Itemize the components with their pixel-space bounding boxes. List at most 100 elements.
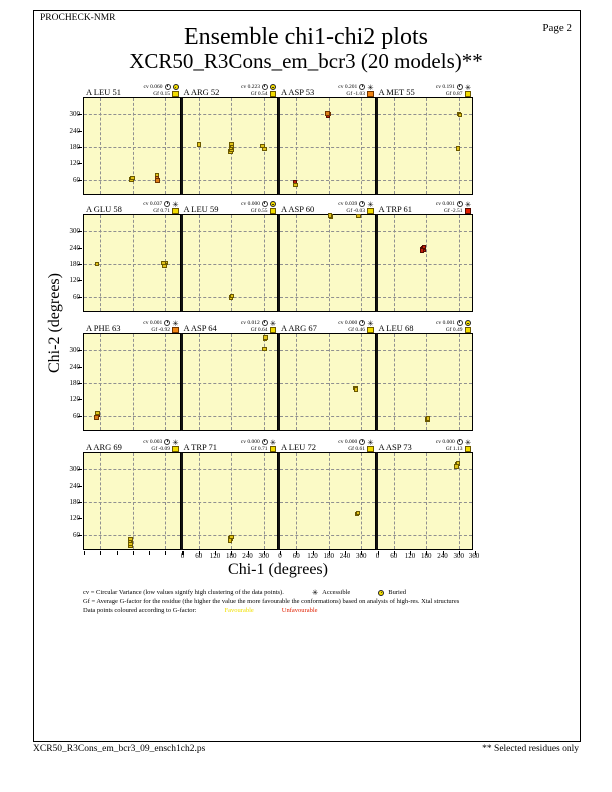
subplot-header: A LEU 68 cv 0.001 Gf 0.49	[376, 319, 474, 333]
x-tick-label: 60	[390, 552, 398, 560]
gf-square-icon	[172, 207, 179, 214]
residue-label: A ASP 64	[183, 323, 217, 333]
gf-line: Gf -2.51	[444, 207, 471, 214]
gridline	[100, 334, 102, 430]
subplot-header: A ARG 69 cv 0.003Gf -0.09	[83, 438, 181, 452]
y-tick	[78, 399, 82, 401]
gf-value: Gf 1.13	[445, 445, 463, 452]
data-point	[130, 175, 135, 180]
cv-value: cv 0.223	[241, 84, 260, 90]
gf-value: Gf 0.54	[250, 90, 268, 97]
residue-label: A ARG 52	[183, 87, 220, 97]
x-tick-label: 300	[258, 552, 270, 560]
gridline	[84, 415, 180, 417]
subplot-header: A ASP 60 cv 0.039Gf -0.03	[278, 200, 376, 214]
x-tick	[263, 551, 265, 555]
cv-line: cv 0.037	[143, 201, 178, 208]
chi1-chi2-plot	[278, 97, 376, 195]
subplot-header: A ASP 64 cv 0.012Gf 0.64	[181, 319, 279, 333]
cv-gf-block: cv 0.003Gf -0.09	[143, 439, 179, 452]
gridline	[132, 453, 134, 549]
y-tick-label: 180	[69, 143, 81, 151]
y-tick-label: 60	[73, 530, 80, 539]
circular-variance-dial-icon	[456, 84, 463, 91]
y-tick	[78, 147, 82, 148]
data-point	[94, 415, 99, 420]
cv-line: cv 0.000	[338, 439, 373, 446]
gf-line: Gf 1.13	[445, 445, 471, 452]
residue-label: A TRP 71	[183, 442, 218, 452]
chi1-chi2-plot	[180, 333, 278, 431]
y-tick	[78, 350, 82, 352]
gridline	[132, 215, 134, 311]
chi1-chi2-plot: 0 60 120 180 240 300	[278, 452, 379, 560]
residue-label: A ASP 53	[281, 87, 315, 97]
gf-value: Gf -0.09	[151, 445, 170, 452]
gridline	[458, 334, 460, 430]
gridline	[377, 114, 472, 116]
residue-label: A LEU 68	[378, 323, 414, 333]
gridline	[280, 502, 375, 503]
y-tick	[78, 415, 82, 417]
y-tick-label: 180	[69, 498, 81, 506]
data-point	[327, 213, 333, 218]
gridline	[377, 264, 472, 265]
y-tick	[78, 130, 82, 132]
gridline	[231, 215, 233, 311]
y-tick	[78, 366, 82, 368]
y-tick-label: 300	[69, 346, 81, 355]
x-tick	[100, 551, 102, 555]
legend-buried-label: Buried	[388, 589, 406, 596]
gridline	[361, 453, 363, 549]
x-tick	[116, 551, 118, 555]
gf-square-icon	[367, 445, 374, 452]
data-point	[155, 178, 160, 183]
chi1-chi2-plot	[375, 97, 473, 195]
accessible-icon	[312, 590, 318, 595]
gf-square-icon	[269, 207, 276, 214]
y-tick-label: 120	[69, 159, 81, 168]
cv-line: cv 0.201	[338, 84, 373, 91]
gridline	[182, 469, 277, 471]
y-tick	[78, 296, 82, 298]
legend-gf-line: Gf = Average G-factor for the residue (t…	[83, 597, 553, 606]
gf-square-icon	[367, 207, 374, 214]
circular-variance-dial-icon	[262, 84, 268, 91]
x-tick	[328, 551, 330, 555]
circular-variance-dial-icon	[359, 201, 366, 208]
gridline	[100, 98, 102, 194]
y-tick	[78, 280, 82, 282]
gridline	[328, 453, 330, 549]
y-axis-label: Chi-2 (degrees)	[46, 273, 63, 373]
gridline	[377, 534, 472, 536]
circular-variance-dial-icon	[457, 320, 463, 327]
cv-value: cv 0.037	[143, 201, 163, 207]
y-tick	[78, 518, 82, 520]
gridline	[377, 179, 472, 181]
gridline	[182, 415, 277, 417]
gridline	[426, 334, 428, 430]
x-tick	[149, 551, 150, 555]
gridline	[182, 350, 277, 352]
plot-grid: A LEU 51 cv 0.060 Gf 0.15 60 120 180 240 300 A A…	[70, 83, 480, 563]
residue-label: A LEU 59	[183, 204, 219, 214]
circular-variance-dial-icon	[456, 439, 463, 446]
chi1-chi2-plot	[180, 97, 278, 195]
gf-line: Gf 0.71	[153, 207, 179, 214]
data-point	[128, 536, 133, 542]
accessible-icon	[270, 440, 276, 445]
legend-colour-line: Data points coloured according to G-fact…	[83, 606, 553, 615]
buried-icon	[270, 84, 276, 91]
data-point	[425, 416, 431, 421]
gridline	[198, 215, 200, 311]
y-tick-label: 60	[73, 411, 80, 420]
y-tick-label: 240	[69, 126, 81, 135]
y-tick-label: 240	[69, 243, 81, 252]
gridline	[328, 215, 330, 311]
gf-value: Gf -0.92	[151, 326, 170, 333]
x-tick	[377, 551, 379, 555]
